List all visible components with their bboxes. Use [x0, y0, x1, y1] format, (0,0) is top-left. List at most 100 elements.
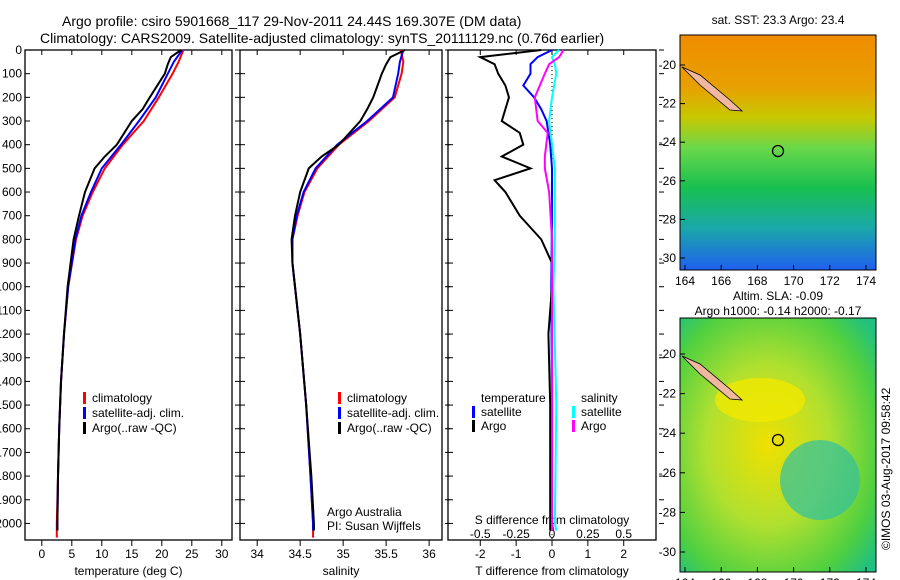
plot-frame-1: [24, 49, 233, 541]
x-tick-label: 0: [549, 547, 556, 561]
legend-swatch: [83, 407, 86, 419]
map-y-tick-label: -26: [659, 466, 677, 480]
map-frame: [679, 34, 877, 271]
legend-swatch: [572, 420, 575, 432]
map-y-tick-label: -20: [659, 58, 677, 72]
map-x-tick-label: 172: [820, 274, 840, 288]
x-tick-label: 35: [336, 547, 350, 561]
map-x-tick-label: 164: [675, 274, 695, 288]
y-tick-label: 1500: [0, 398, 22, 412]
legend-label: Argo: [481, 419, 507, 433]
legend-label: climatology: [347, 391, 407, 405]
x-tick-label: 5: [68, 547, 75, 561]
map-y-tick-label: -22: [659, 387, 677, 401]
x-tick-label: 20: [155, 547, 169, 561]
x-tick-label: 36: [422, 547, 436, 561]
x-tick-label: 35.5: [374, 547, 398, 561]
map-y-tick-label: -28: [659, 505, 677, 519]
y-tick-label: 200: [2, 90, 22, 104]
x-axis-label: salinity: [323, 564, 360, 578]
map-frame: [679, 317, 877, 573]
map-y-tick-label: -20: [659, 347, 677, 361]
legend-swatch: [338, 422, 341, 434]
map-y-tick-label: -22: [659, 97, 677, 111]
new-caledonia-land: [681, 355, 744, 401]
map-x-tick-label: 164: [675, 576, 695, 580]
legend-label: satellite: [481, 405, 522, 419]
y-tick-label: 0: [15, 43, 22, 57]
map-2-title: Altim. SLA: -0.09: [733, 289, 823, 303]
argo-float-marker: [771, 144, 785, 158]
map-x-tick-label: 174: [856, 274, 876, 288]
legend-label: satellite-adj. clim.: [347, 406, 439, 420]
y-tick-label: 700: [2, 209, 22, 223]
legend-label: Argo(..raw -QC): [347, 421, 432, 435]
y-tick-label: 1800: [0, 469, 22, 483]
legend-swatch: [472, 406, 475, 418]
y-tick-label: 1700: [0, 445, 22, 459]
x-tick-label: 10: [95, 547, 109, 561]
legend-swatch: [338, 392, 341, 404]
legend-title-temperature: temperature: [481, 391, 546, 405]
map-x-tick-label: 168: [747, 576, 767, 580]
y-tick-label: 1100: [0, 303, 22, 317]
y-tick-label: 1600: [0, 422, 22, 436]
series-line-Argo---raw--QC-: [56, 49, 182, 531]
x-tick-label: 1: [585, 547, 592, 561]
map-x-tick-label: 174: [856, 576, 876, 580]
s-tick-label: 0.5: [615, 527, 632, 541]
figure-subtitle: Climatology: CARS2009. Satellite-adjuste…: [40, 30, 605, 46]
legend-label: Argo(..raw -QC): [92, 421, 177, 435]
s-tick-label: 0.25: [576, 527, 600, 541]
legend-label: climatology: [92, 391, 152, 405]
x-tick-label: 34: [251, 547, 265, 561]
y-tick-label: 1200: [0, 327, 22, 341]
x-tick-label: 34.5: [288, 547, 312, 561]
y-tick-label: 2000: [0, 516, 22, 530]
map-x-tick-label: 172: [820, 576, 840, 580]
map-1-field: [680, 35, 876, 270]
legend-label: Argo: [581, 419, 607, 433]
map-1-title: sat. SST: 23.3 Argo: 23.4: [712, 13, 845, 27]
series-line-salinity-satellite: [548, 49, 560, 531]
s-tick-label: -0.5: [470, 527, 491, 541]
x-tick-label: -1: [511, 547, 522, 561]
map-2-title: Argo h1000: -0.14 h2000: -0.17: [695, 304, 862, 318]
map-y-tick-label: -28: [659, 212, 677, 226]
new-caledonia-land: [681, 66, 744, 112]
legend-label: satellite: [581, 405, 622, 419]
map-y-tick-label: -24: [659, 135, 677, 149]
series-line-climatology: [55, 49, 185, 538]
legend-swatch: [472, 420, 475, 432]
y-tick-label: 1900: [0, 493, 22, 507]
series-line-Argo---raw--QC-: [290, 49, 406, 531]
x-tick-label: 15: [125, 547, 139, 561]
plot-frame-2: [239, 49, 443, 541]
x-axis-label: T difference from climatology: [475, 564, 629, 578]
y-tick-label: 400: [2, 138, 22, 152]
x-axis-label: temperature (deg C): [74, 564, 182, 578]
map-x-tick-label: 168: [747, 274, 767, 288]
legend-swatch: [83, 392, 86, 404]
y-tick-label: 900: [2, 256, 22, 270]
y-tick-label: 1400: [0, 374, 22, 388]
map-x-tick-label: 170: [784, 274, 804, 288]
map-y-tick-label: -24: [659, 426, 677, 440]
x-tick-label: -2: [475, 547, 486, 561]
legend-label: satellite-adj. clim.: [92, 406, 184, 420]
y-tick-label: 300: [2, 114, 22, 128]
y-tick-label: 1300: [0, 351, 22, 365]
map-low-sla-patch: [780, 440, 860, 520]
map-x-tick-label: 170: [784, 576, 804, 580]
map-high-sla-patch: [715, 378, 805, 422]
credit-text: ©IMOS 03-Aug-2017 09:58:42: [879, 387, 893, 550]
map-y-tick-label: -30: [659, 251, 677, 265]
x-tick-label: 2: [620, 547, 627, 561]
s-tick-label: -0.25: [502, 527, 530, 541]
legend-swatch: [572, 406, 575, 418]
map-x-tick-label: 166: [711, 576, 731, 580]
series-line-satellite-adj--clim-: [56, 49, 184, 531]
legend-swatch: [83, 422, 86, 434]
